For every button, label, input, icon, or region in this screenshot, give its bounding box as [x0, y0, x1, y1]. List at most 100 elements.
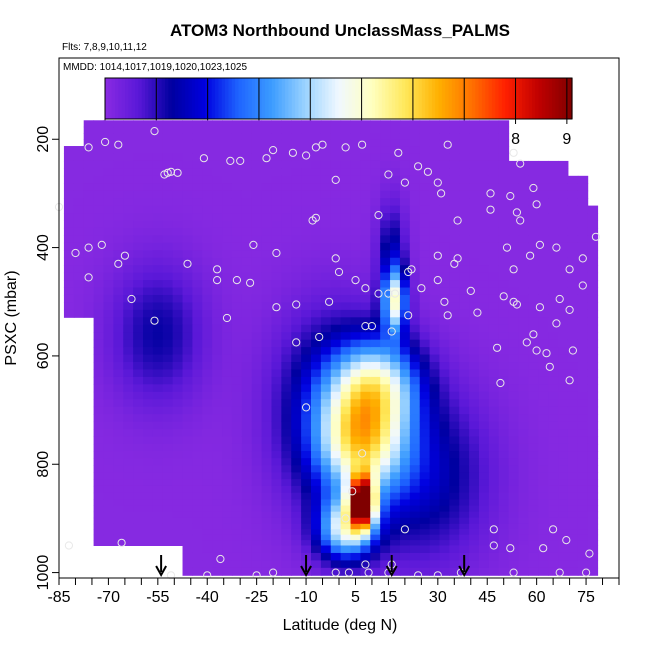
heatmap-cell [429, 309, 440, 318]
heatmap-cell [498, 391, 510, 400]
heatmap-cell [133, 205, 144, 214]
heatmap-cell [380, 406, 391, 415]
heatmap-cell [113, 472, 124, 480]
heatmap-cell [83, 294, 95, 303]
heatmap-cell [301, 505, 312, 513]
heatmap-cell [469, 534, 480, 541]
heatmap-cell [399, 160, 411, 169]
heatmap-cell [231, 139, 243, 147]
heatmap-cell [439, 257, 450, 266]
heatmap-cell [380, 362, 391, 370]
heatmap-cell [498, 287, 510, 296]
sample-point [361, 284, 370, 293]
heatmap-cell [271, 257, 282, 266]
y-axis-label: PSXC (mbar) [3, 270, 20, 365]
flights-label: Flts: 7,8,9,10,11,12 [62, 42, 147, 53]
heatmap-cell [212, 492, 223, 500]
heatmap-cell [103, 242, 114, 251]
heatmap-cell [162, 479, 174, 487]
heatmap-cell [103, 534, 114, 541]
heatmap-cell [182, 190, 193, 199]
heatmap-cell [202, 406, 213, 415]
heatmap-cell [360, 421, 371, 430]
heatmap-cell [172, 175, 184, 184]
y-tick-label: 600 [35, 342, 52, 369]
heatmap-cell [271, 280, 282, 289]
heatmap-cell [528, 242, 539, 251]
heatmap-cell [261, 560, 272, 569]
heatmap-cell [340, 391, 352, 400]
heatmap-cell [528, 505, 539, 513]
sample-point [394, 148, 403, 157]
heatmap-cell [508, 183, 520, 192]
heatmap-cell [340, 523, 352, 530]
heatmap-cell [350, 505, 361, 513]
heatmap-cell [518, 183, 529, 192]
heatmap-cell [528, 265, 539, 274]
heatmap-cell [558, 545, 569, 554]
heatmap-cell [340, 272, 352, 281]
heatmap-cell [320, 545, 332, 554]
heatmap-cell [222, 354, 233, 363]
heatmap-cell [330, 175, 342, 184]
heatmap-cell [301, 479, 312, 487]
heatmap-cell [182, 545, 193, 554]
heatmap-cell [281, 160, 292, 169]
heatmap-cell [63, 272, 75, 281]
heatmap-cell [320, 198, 332, 207]
heatmap-cell [399, 406, 411, 415]
heatmap-cell [212, 443, 223, 452]
heatmap-cell [399, 317, 411, 326]
heatmap-cell [330, 540, 342, 546]
heatmap-cell [399, 485, 411, 494]
heatmap-cell [577, 429, 589, 437]
heatmap-cell [143, 391, 154, 400]
heatmap-cell [350, 190, 361, 199]
heatmap-cell [162, 257, 174, 266]
heatmap-cell [508, 492, 520, 500]
heatmap-cell [390, 406, 401, 415]
heatmap-cell [73, 257, 85, 266]
heatmap-cell [202, 472, 213, 480]
heatmap-cell [419, 317, 431, 326]
heatmap-cell [93, 257, 104, 266]
heatmap-cell [113, 235, 124, 244]
colorbar-cell [335, 78, 340, 119]
heatmap-cell [508, 443, 520, 452]
heatmap-cell [370, 175, 381, 184]
heatmap-cell [528, 436, 539, 445]
heatmap-cell [103, 451, 114, 459]
heatmap-cell [271, 505, 282, 513]
heatmap-cell [301, 414, 312, 423]
heatmap-cell [93, 391, 104, 400]
heatmap-cell [587, 205, 599, 214]
heatmap-cell [419, 250, 431, 259]
heatmap-cell [548, 545, 559, 554]
heatmap-cell [231, 429, 243, 437]
heatmap-cell [113, 280, 124, 289]
heatmap-cell [508, 205, 520, 214]
heatmap-cell [182, 126, 193, 134]
heatmap-cell [538, 517, 549, 525]
heatmap-cell [399, 429, 411, 437]
heatmap-cell [538, 406, 549, 415]
colorbar-cell [331, 78, 336, 119]
heatmap-cell [449, 492, 460, 500]
heatmap-cell [271, 347, 282, 356]
heatmap-cell [350, 552, 361, 561]
heatmap-cell [399, 294, 411, 303]
heatmap-cell [399, 545, 411, 554]
heatmap-cell [182, 302, 193, 311]
heatmap-cell [380, 257, 391, 266]
heatmap-cell [439, 458, 450, 466]
sample-point [166, 167, 176, 176]
heatmap-cell [231, 235, 243, 244]
heatmap-cell [93, 324, 104, 333]
heatmap-cell [291, 354, 302, 363]
heatmap-cell [202, 242, 213, 251]
heatmap-cell [399, 421, 411, 430]
heatmap-cell [182, 153, 193, 162]
heatmap-cell [311, 354, 322, 363]
heatmap-cell [518, 552, 529, 561]
heatmap-cell [291, 133, 302, 141]
